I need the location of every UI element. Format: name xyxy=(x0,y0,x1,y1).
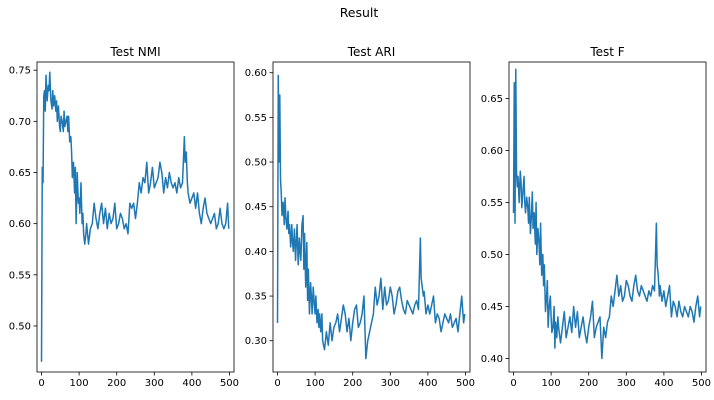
x-tick-label: 500 xyxy=(220,378,239,389)
subplot-3: Test F 0 100 200 300 400 500 0.40 0.45 0.50 0.55 0.… xyxy=(481,45,711,389)
y-tick-label: 0.50 xyxy=(9,321,31,332)
x-tick-label: 200 xyxy=(579,378,598,389)
axes-frame xyxy=(36,61,235,373)
axes-frame xyxy=(272,61,471,373)
x-tick-label: 0 xyxy=(274,378,280,389)
series-line xyxy=(276,74,466,360)
y-tick-label: 0.45 xyxy=(481,302,503,313)
subplot-2: Test ARI 0 100 200 300 400 500 0.30 0.35 0.40 0.45… xyxy=(245,45,475,389)
series-line xyxy=(40,71,230,362)
y-tick-label: 0.75 xyxy=(9,66,31,77)
subplot-title: Test F xyxy=(589,45,624,59)
x-tick-label: 0 xyxy=(510,378,516,389)
y-tick-label: 0.55 xyxy=(245,113,267,124)
y-tick-label: 0.45 xyxy=(245,202,267,213)
y-tick-label: 0.40 xyxy=(481,354,503,365)
series-line xyxy=(512,68,702,360)
x-tick-label: 200 xyxy=(343,378,362,389)
y-tick-label: 0.65 xyxy=(481,94,503,105)
x-tick-label: 100 xyxy=(542,378,561,389)
y-tick-label: 0.40 xyxy=(245,247,267,258)
figure-suptitle: Result xyxy=(340,5,379,20)
subplot-1: Test NMI 0 100 200 300 400 500 0.50 0.55 0.60 0.65… xyxy=(9,45,239,389)
x-tick-label: 400 xyxy=(654,378,673,389)
x-tick-label: 100 xyxy=(306,378,325,389)
axes-frame xyxy=(508,61,707,373)
y-tick-label: 0.50 xyxy=(245,158,267,169)
y-tick-label: 0.60 xyxy=(245,68,267,79)
y-tick-label: 0.35 xyxy=(245,292,267,303)
x-tick-label: 100 xyxy=(70,378,89,389)
x-tick-label: 300 xyxy=(145,378,164,389)
y-tick-label: 0.55 xyxy=(481,198,503,209)
y-tick-label: 0.60 xyxy=(9,219,31,230)
y-tick-label: 0.50 xyxy=(481,250,503,261)
x-tick-label: 0 xyxy=(38,378,44,389)
x-tick-label: 300 xyxy=(381,378,400,389)
x-tick-label: 500 xyxy=(692,378,711,389)
x-tick-label: 300 xyxy=(617,378,636,389)
y-tick-label: 0.55 xyxy=(9,270,31,281)
x-tick-label: 200 xyxy=(107,378,126,389)
y-tick-label: 0.70 xyxy=(9,117,31,128)
y-tick-label: 0.60 xyxy=(481,146,503,157)
subplot-grid: Test NMI 0 100 200 300 400 500 0.50 0.55 0.60 0.65… xyxy=(9,45,711,389)
y-tick-label: 0.30 xyxy=(245,336,267,347)
subplot-title: Test NMI xyxy=(109,45,160,59)
subplot-title: Test ARI xyxy=(347,45,396,59)
y-tick-label: 0.65 xyxy=(9,168,31,179)
x-tick-label: 400 xyxy=(418,378,437,389)
x-tick-label: 400 xyxy=(182,378,201,389)
x-tick-label: 500 xyxy=(456,378,475,389)
